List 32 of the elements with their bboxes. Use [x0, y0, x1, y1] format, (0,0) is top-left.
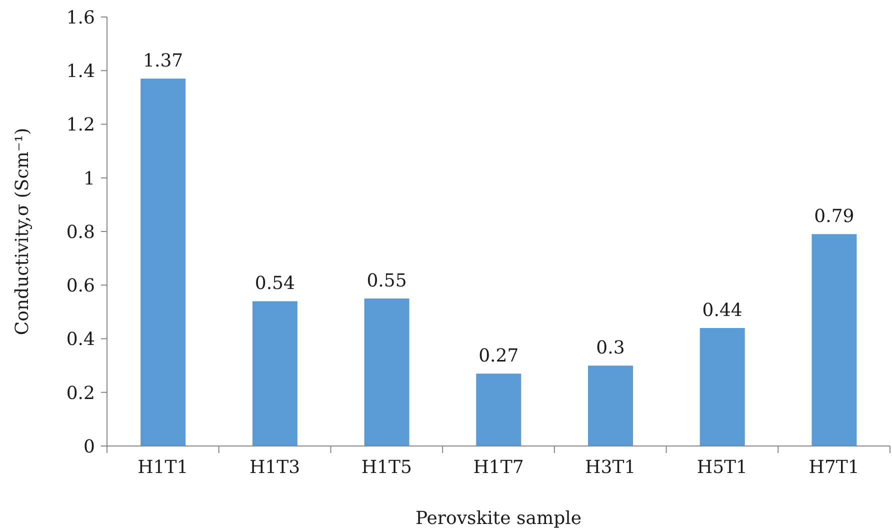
- y-tick-label: 0.2: [66, 382, 95, 404]
- bar: [700, 328, 745, 446]
- x-tick-label: H1T7: [473, 456, 524, 478]
- x-tick-label: H1T5: [361, 456, 412, 478]
- x-tick-label: H3T1: [585, 456, 636, 478]
- y-tick-label: 0.4: [66, 329, 95, 350]
- x-axis-title: Perovskite sample: [415, 508, 582, 529]
- data-label: 0.54: [254, 273, 295, 294]
- y-tick-label: 0.8: [66, 222, 95, 243]
- data-label: 1.37: [143, 50, 184, 72]
- data-label: 0.79: [814, 206, 854, 228]
- y-tick-label: 1.2: [66, 114, 95, 136]
- x-tick-label: H7T1: [808, 456, 860, 478]
- bar: [252, 301, 298, 446]
- bar: [588, 366, 633, 446]
- y-tick-label: 1.4: [66, 61, 95, 82]
- data-label: 0.3: [596, 338, 625, 359]
- data-label: 0.27: [478, 346, 519, 367]
- y-tick-label: 0.6: [66, 276, 95, 297]
- data-label: 0.44: [702, 300, 742, 322]
- y-tick-label: 1: [84, 168, 95, 190]
- x-tick-label: H1T3: [249, 456, 300, 478]
- x-tick-label: H5T1: [696, 456, 748, 478]
- bar: [476, 374, 522, 446]
- x-tick-label: H1T1: [138, 456, 188, 478]
- bar: [812, 234, 857, 446]
- bar: [140, 78, 186, 446]
- data-label: 0.55: [366, 270, 407, 292]
- y-tick-label: 0: [84, 436, 95, 458]
- y-axis-title: Conductivity,σ (Scm⁻¹): [12, 128, 32, 336]
- bar: [364, 298, 410, 446]
- y-tick-label: 1.6: [66, 7, 95, 28]
